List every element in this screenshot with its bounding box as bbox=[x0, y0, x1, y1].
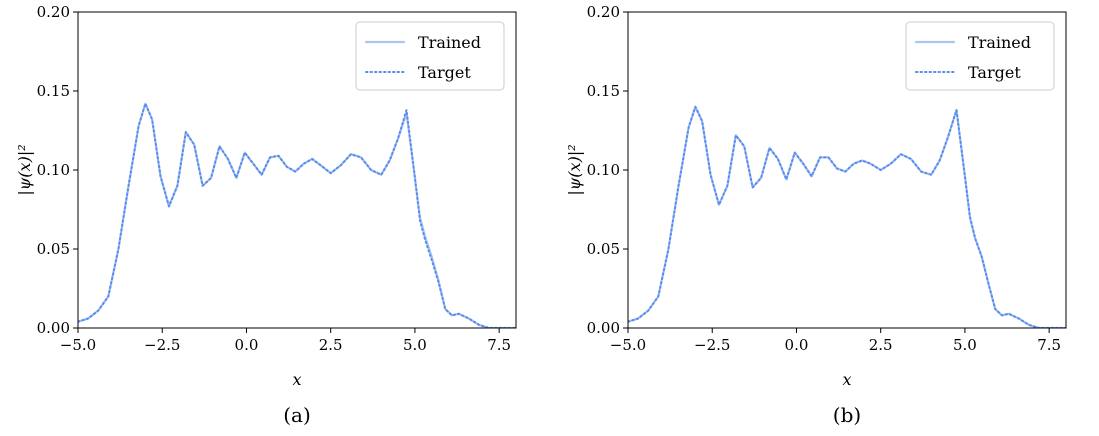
legend-label-target: Target bbox=[968, 63, 1021, 82]
series-line-target bbox=[78, 102, 516, 328]
y-tick-label: 0.20 bbox=[587, 3, 620, 21]
y-tick-label: 0.15 bbox=[37, 82, 70, 100]
y-tick-label: 0.05 bbox=[37, 240, 70, 258]
chart-b-svg: −5.0 −2.5 0.0 2.5 5.0 7.5 0.00 0.05 0.10 0.15 0.20… bbox=[565, 3, 1067, 427]
x-tick-label: −5.0 bbox=[60, 336, 96, 354]
x-tick-label: 0.0 bbox=[785, 336, 809, 354]
series-line-trained bbox=[628, 105, 1066, 328]
y-tick-label: 0.00 bbox=[37, 319, 70, 337]
series-line-trained bbox=[78, 102, 516, 328]
x-axis-label: x bbox=[292, 370, 301, 389]
y-tick-label: 0.00 bbox=[587, 319, 620, 337]
chart-panel-a: −5.0 −2.5 0.0 2.5 5.0 7.5 0.00 0.05 0.10 0.15 0.20… bbox=[0, 0, 549, 432]
x-tick-label: 2.5 bbox=[319, 336, 343, 354]
chart-panel-b: −5.0 −2.5 0.0 2.5 5.0 7.5 0.00 0.05 0.10 0.15 0.20… bbox=[550, 0, 1099, 432]
y-tick-label: 0.15 bbox=[587, 82, 620, 100]
y-tick-label: 0.10 bbox=[37, 161, 70, 179]
x-tick-label: −5.0 bbox=[610, 336, 646, 354]
x-tick-label: 5.0 bbox=[403, 336, 427, 354]
legend-label-target: Target bbox=[418, 63, 471, 82]
figure-caption: (b) bbox=[833, 403, 861, 427]
x-tick-label: −2.5 bbox=[144, 336, 180, 354]
x-tick-label: 0.0 bbox=[235, 336, 259, 354]
y-axis-label: |ψ(x)|² bbox=[15, 144, 34, 195]
x-tick-label: 7.5 bbox=[487, 336, 511, 354]
chart-a-svg: −5.0 −2.5 0.0 2.5 5.0 7.5 0.00 0.05 0.10 0.15 0.20… bbox=[15, 3, 517, 427]
legend-label-trained: Trained bbox=[418, 33, 481, 52]
x-tick-label: 2.5 bbox=[869, 336, 893, 354]
y-tick-label: 0.20 bbox=[37, 3, 70, 21]
x-tick-label: 7.5 bbox=[1037, 336, 1061, 354]
figure-caption: (a) bbox=[283, 403, 311, 427]
y-axis-label: |ψ(x)|² bbox=[565, 144, 584, 195]
y-tick-label: 0.10 bbox=[587, 161, 620, 179]
x-tick-label: 5.0 bbox=[953, 336, 977, 354]
series-line-target bbox=[628, 105, 1066, 328]
y-tick-label: 0.05 bbox=[587, 240, 620, 258]
legend-label-trained: Trained bbox=[968, 33, 1031, 52]
x-axis-label: x bbox=[842, 370, 851, 389]
x-tick-label: −2.5 bbox=[694, 336, 730, 354]
